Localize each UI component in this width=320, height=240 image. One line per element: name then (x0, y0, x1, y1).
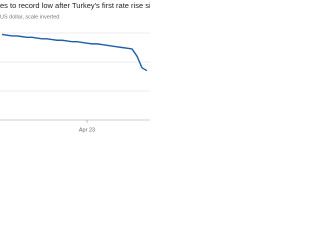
chart-title: es to record low after Turkey's first ra… (0, 1, 150, 10)
line (1, 33, 148, 72)
x-tick-label: Apr 23 (79, 127, 95, 133)
chart: es to record low after Turkey's first ra… (0, 1, 150, 133)
chart-subtitle: US dollar, scale inverted (0, 14, 59, 20)
